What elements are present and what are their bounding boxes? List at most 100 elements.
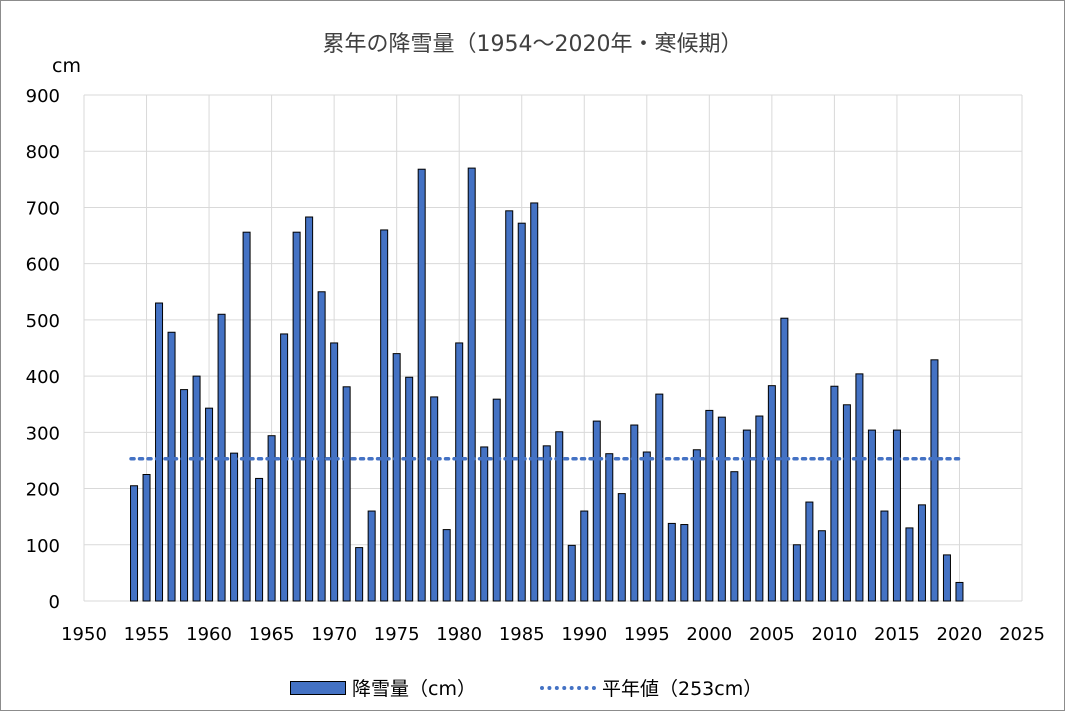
bar-2000 [705,409,714,602]
y-tick-label: 900 [26,86,60,107]
bar-1978 [430,396,439,602]
bar-1977 [417,168,426,602]
bar-1989 [567,544,576,602]
legend-label-snowfall: 降雪量（cm） [352,678,476,700]
x-tick-label: 1950 [61,624,107,645]
x-tick-label: 1970 [311,624,357,645]
x-tick-label: 2000 [686,624,732,645]
bar-2011 [842,404,851,602]
bar-1968 [305,216,314,602]
bar-1971 [342,386,351,602]
y-tick-label: 600 [26,255,60,276]
bar-1984 [505,210,514,602]
bar-1979 [442,529,451,602]
bar-1958 [180,389,189,602]
bar-2020 [955,581,964,602]
bar-1962 [230,452,239,602]
bar-1981 [467,167,476,602]
bar-1974 [380,229,389,602]
x-tick-label: 2005 [749,624,795,645]
bar-1987 [542,445,551,602]
x-tick-label: 1965 [249,624,295,645]
y-tick-label: 0 [49,592,60,613]
x-tick-label: 2010 [811,624,857,645]
x-tick-label: 1985 [499,624,545,645]
bar-1957 [167,331,176,602]
x-tick-label: 1975 [374,624,420,645]
x-tick-label: 2025 [999,624,1045,645]
bar-1956 [155,302,164,602]
bar-2019 [942,554,951,602]
bar-2004 [755,415,764,602]
bar-1973 [367,510,376,602]
legend: 降雪量（cm） 平年値（253cm） [0,674,1065,704]
bar-2017 [917,504,926,602]
y-tick-label: 400 [26,367,60,388]
bar-1980 [455,342,464,602]
y-tick-label: 500 [26,311,60,332]
bar-1972 [355,547,364,602]
x-tick-label: 1995 [624,624,670,645]
bar-1994 [630,424,639,602]
legend-label-normal: 平年値（253cm） [602,678,763,700]
bar-2008 [805,501,814,602]
bar-2018 [930,359,939,602]
y-tick-label: 800 [26,142,60,163]
y-tick-label: 100 [26,536,60,557]
bar-1964 [255,477,264,602]
bar-1992 [605,453,614,602]
bar-1991 [592,420,601,602]
bar-1954 [130,485,139,602]
legend-swatch-bar [290,680,346,695]
bar-1967 [292,231,301,602]
bar-1990 [580,510,589,602]
bar-1959 [192,375,201,602]
y-tick-label: 300 [26,423,60,444]
bar-1983 [492,398,501,602]
bar-2009 [817,530,826,602]
legend-item-snowfall: 降雪量（cm） [290,674,476,701]
bar-1986 [530,202,539,602]
bar-2012 [855,373,864,602]
bar-2001 [717,416,726,602]
bar-1982 [480,446,489,602]
bar-1993 [617,493,626,602]
tick-label-layer: 0 100 200 300 400 500 600 700 800 900 1950 1955 1960… [26,86,1045,645]
x-tick-label: 1960 [186,624,232,645]
y-tick-label: 200 [26,480,60,501]
x-tick-label: 2020 [937,624,983,645]
bar-1960 [205,407,214,602]
bar-1999 [692,449,701,602]
legend-item-normal: 平年値（253cm） [540,674,762,701]
bar-1998 [680,524,689,602]
x-tick-label: 2015 [874,624,920,645]
x-tick-label: 1990 [561,624,607,645]
bar-1996 [655,393,664,602]
bar-1976 [405,376,414,602]
bar-1966 [280,333,289,602]
bar-1963 [242,231,251,602]
bar-1995 [642,451,651,602]
bar-1970 [330,342,339,602]
bar-1965 [267,435,276,602]
bar-1969 [317,291,326,602]
x-tick-label: 1955 [124,624,170,645]
bar-2015 [892,429,901,602]
bar-2010 [830,385,839,602]
chart-title: 累年の降雪量（1954～2020年・寒候期） [322,32,743,57]
bar-2014 [880,510,889,602]
bar-layer [130,167,964,602]
bar-1985 [517,222,526,602]
bar-2016 [905,527,914,602]
y-axis-unit-label: cm [52,55,81,77]
bar-1975 [392,353,401,602]
y-tick-label: 700 [26,198,60,219]
bar-2013 [867,429,876,602]
bar-2007 [792,544,801,602]
bar-1955 [142,474,151,602]
bar-1988 [555,431,564,602]
x-tick-label: 1980 [436,624,482,645]
legend-swatch-dotted-line [540,685,596,690]
bar-2002 [730,471,739,602]
